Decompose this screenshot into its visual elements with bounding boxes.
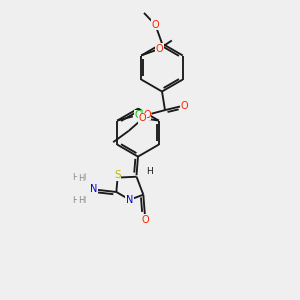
Text: O: O bbox=[156, 44, 163, 54]
Text: S: S bbox=[114, 170, 121, 180]
Text: Cl: Cl bbox=[134, 110, 144, 120]
Text: N: N bbox=[126, 195, 133, 205]
Text: O: O bbox=[152, 20, 159, 30]
Text: H: H bbox=[80, 172, 86, 182]
Text: O: O bbox=[181, 101, 189, 111]
Text: O: O bbox=[139, 113, 146, 123]
Text: H: H bbox=[78, 196, 84, 205]
Text: H: H bbox=[78, 174, 84, 183]
Text: O: O bbox=[141, 214, 149, 225]
Text: H: H bbox=[146, 167, 152, 176]
Text: H: H bbox=[72, 196, 78, 206]
Text: N: N bbox=[90, 184, 98, 194]
Text: H: H bbox=[80, 196, 86, 206]
Text: O: O bbox=[143, 110, 151, 120]
Text: H: H bbox=[72, 172, 78, 182]
